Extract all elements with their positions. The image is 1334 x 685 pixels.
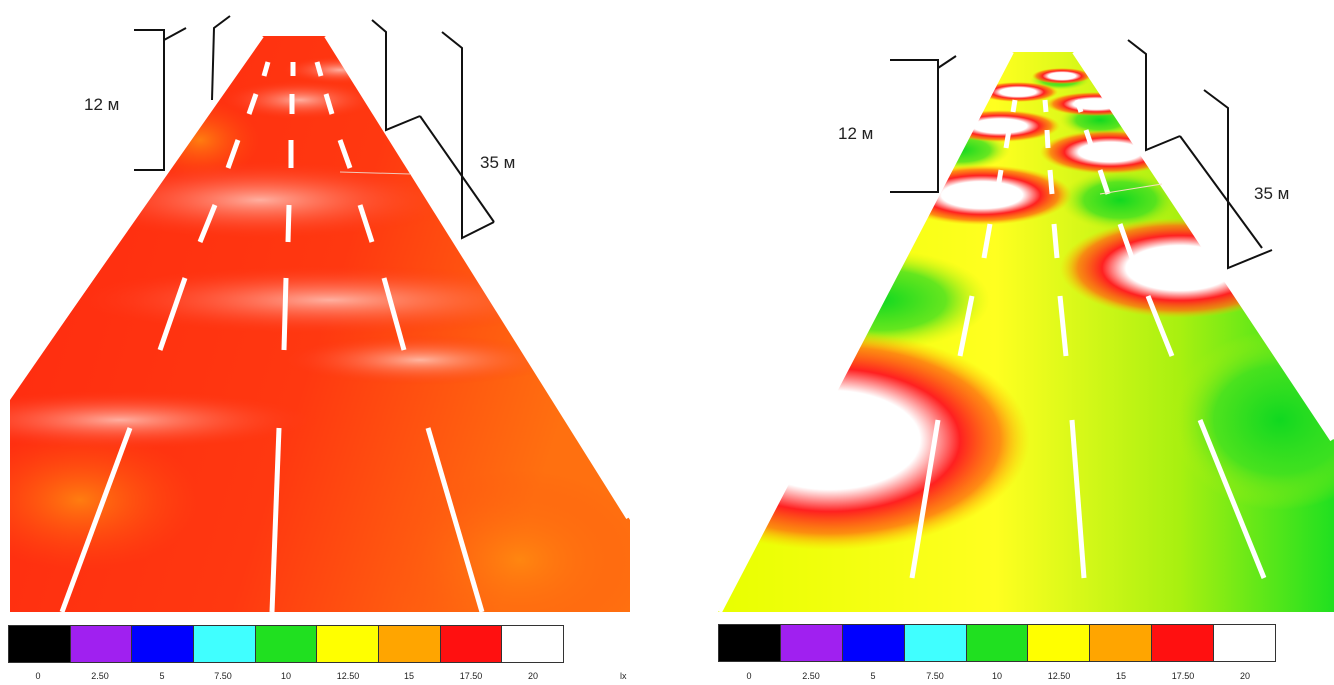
legend-swatch <box>317 626 380 662</box>
right-pole-1 <box>1127 39 1181 152</box>
left-pole-1 <box>211 15 231 101</box>
legend-swatch <box>1090 625 1153 661</box>
left-legend-ticks: 0 2.50 5 7.50 10 12.50 15 17.50 20 <box>8 671 564 685</box>
legend-swatch <box>70 626 133 662</box>
legend-tick: 20 <box>1239 671 1251 681</box>
legend-tick: 15 <box>1115 671 1127 681</box>
legend-tick: 0 <box>35 671 41 681</box>
legend-swatch <box>780 625 843 661</box>
legend-tick: 20 <box>527 671 539 681</box>
legend-tick: 2.50 <box>802 671 820 681</box>
legend-swatch <box>1152 625 1215 661</box>
legend-unit: lx <box>620 671 627 681</box>
legend-tick: 17.50 <box>459 671 483 681</box>
legend-swatch <box>719 625 781 661</box>
legend-tick: 2.50 <box>91 671 109 681</box>
legend-swatch <box>904 625 967 661</box>
legend-tick: 5 <box>870 671 876 681</box>
legend-tick: 17.50 <box>1171 671 1195 681</box>
legend-tick: 10 <box>991 671 1003 681</box>
right-legend-ticks: 0 2.50 5 7.50 10 12.50 15 17.50 20 <box>718 671 1276 685</box>
legend-swatch <box>194 626 256 662</box>
legend-swatch <box>966 625 1029 661</box>
legend-swatch <box>440 626 503 662</box>
right-height-dimension <box>890 59 939 193</box>
left-illuminance-panel: 12 м 35 м 0 2.50 5 7.50 10 12.50 15 17.5… <box>0 0 640 682</box>
left-height-label: 12 м <box>84 95 120 114</box>
legend-tick: 15 <box>403 671 415 681</box>
legend-tick: 12.50 <box>1047 671 1071 681</box>
legend-tick: 0 <box>746 671 752 681</box>
left-spacing-label: 35 м <box>480 153 516 172</box>
legend-tick: 7.50 <box>214 671 232 681</box>
legend-swatch <box>255 626 318 662</box>
right-road-heatmap <box>718 39 1334 613</box>
legend-swatch <box>9 626 71 662</box>
legend-swatch <box>379 626 441 662</box>
legend-tick: 5 <box>159 671 165 681</box>
left-height-dimension <box>134 29 165 171</box>
legend-tick: 7.50 <box>926 671 944 681</box>
legend-swatch <box>132 626 195 662</box>
legend-swatch <box>1028 625 1091 661</box>
legend-tick: 12.50 <box>336 671 360 681</box>
right-illuminance-panel: 12 м 35 м 0 2.50 5 7.50 10 12.50 15 17.5… <box>700 0 1334 682</box>
legend-swatch <box>502 626 564 662</box>
left-pole-2 <box>371 19 421 132</box>
legend-swatch <box>842 625 905 661</box>
left-pole-3 <box>441 31 495 240</box>
left-color-legend <box>8 625 564 663</box>
legend-swatch <box>1214 625 1276 661</box>
right-height-label: 12 м <box>838 124 874 143</box>
right-spacing-label: 35 м <box>1254 184 1290 203</box>
left-road-heatmap <box>6 15 630 613</box>
right-color-legend <box>718 624 1276 662</box>
legend-tick: 10 <box>280 671 292 681</box>
right-pole-2 <box>1203 89 1273 270</box>
